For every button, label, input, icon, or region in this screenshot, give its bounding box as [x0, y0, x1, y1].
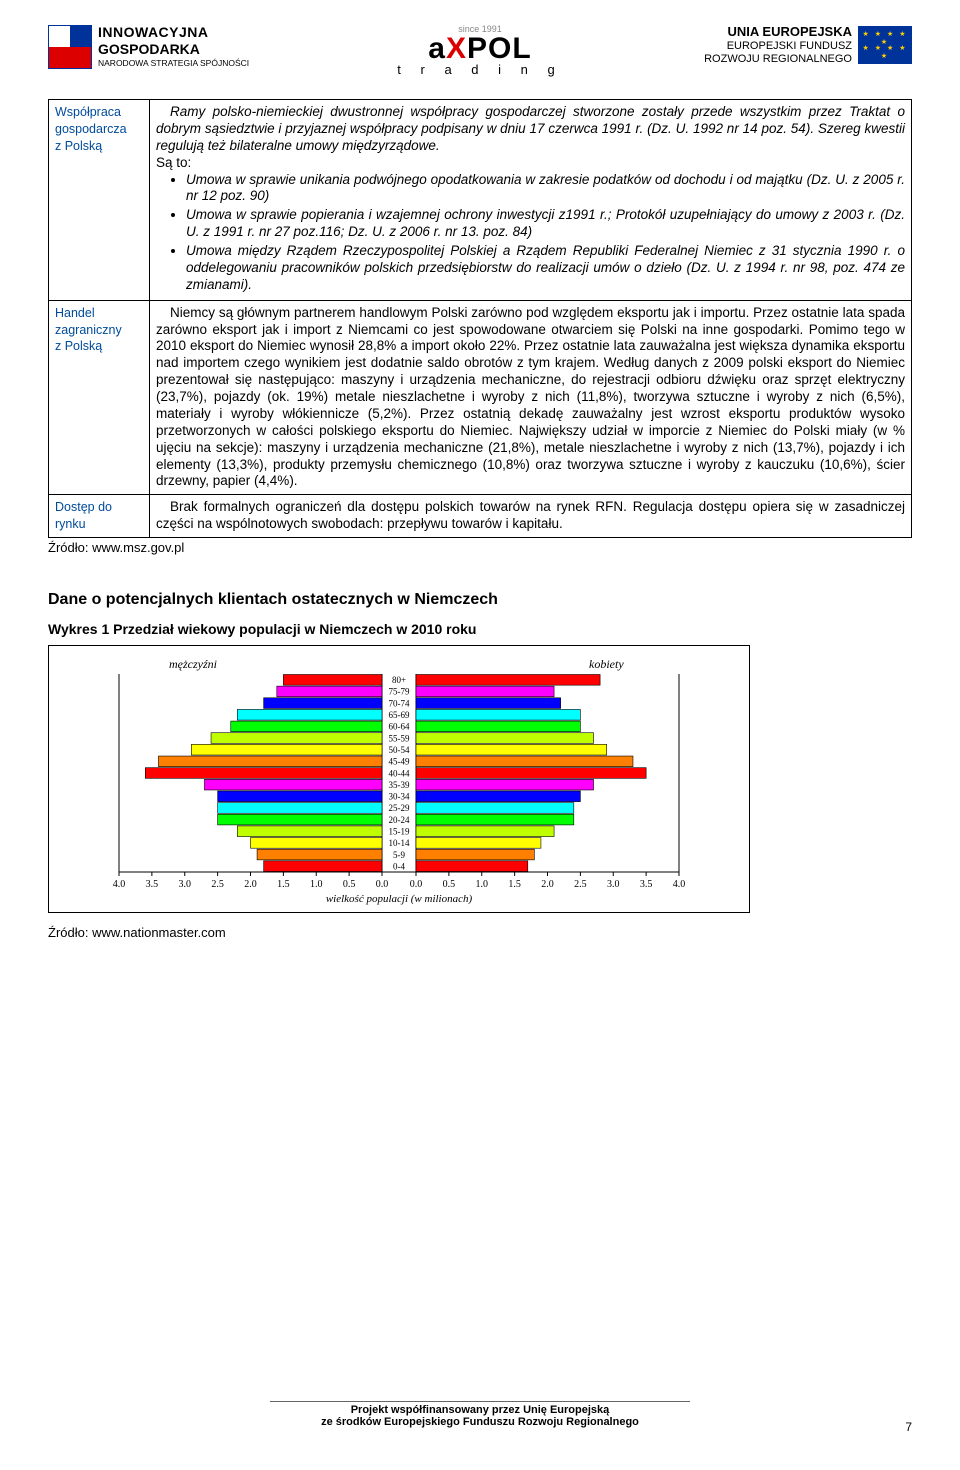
row2-label-l2: zagraniczny [55, 323, 122, 337]
svg-text:65-69: 65-69 [389, 710, 410, 720]
svg-text:2.0: 2.0 [244, 879, 257, 890]
row2-label: Handel zagraniczny z Polską [49, 300, 150, 495]
svg-text:1.0: 1.0 [310, 879, 323, 890]
svg-text:3.5: 3.5 [640, 879, 653, 890]
svg-text:50-54: 50-54 [389, 745, 410, 755]
row1-label-l1: Współpraca [55, 105, 121, 119]
svg-text:0.0: 0.0 [376, 879, 389, 890]
row1-p1: Ramy polsko-niemieckiej dwustronnej wspó… [156, 104, 905, 153]
svg-text:60-64: 60-64 [389, 722, 410, 732]
row1-label: Współpraca gospodarcza z Polską [49, 100, 150, 301]
svg-text:30-34: 30-34 [389, 792, 410, 802]
axpol-x: X [446, 32, 467, 65]
logo-eu: UNIA EUROPEJSKA EUROPEJSKI FUNDUSZ ROZWO… [632, 24, 912, 67]
svg-text:mężczyźni: mężczyźni [169, 657, 217, 671]
svg-text:0-4: 0-4 [393, 861, 405, 871]
svg-text:4.0: 4.0 [113, 879, 126, 890]
eu-flag-icon [858, 26, 912, 64]
row1-b1: Umowa w sprawie unikania podwójnego opod… [186, 172, 905, 206]
svg-text:3.0: 3.0 [179, 879, 192, 890]
axpol-trading: t r a d i n g [397, 62, 562, 77]
chart-caption: Wykres 1 Przedział wiekowy populacji w N… [48, 621, 912, 637]
footer-l1: Projekt współfinansowany przez Unię Euro… [351, 1404, 610, 1416]
svg-text:15-19: 15-19 [389, 826, 410, 836]
svg-text:2.5: 2.5 [211, 879, 224, 890]
row3-label: Dostęp do rynku [49, 495, 150, 538]
header-logos: INNOWACYJNA GOSPODARKA NARODOWA STRATEGI… [48, 24, 912, 77]
svg-text:35-39: 35-39 [389, 780, 410, 790]
svg-text:0.5: 0.5 [343, 879, 356, 890]
logo-left-bold: INNOWACYJNA [98, 24, 209, 40]
logo-left-line2: GOSPODARKA [98, 41, 200, 57]
row1-p2: Są to: [156, 155, 191, 170]
row3-text: Brak formalnych ograniczeń dla dostępu p… [156, 499, 905, 531]
row2-label-l1: Handel [55, 306, 95, 320]
svg-text:5-9: 5-9 [393, 850, 405, 860]
svg-text:80+: 80+ [392, 675, 406, 685]
svg-text:1.0: 1.0 [476, 879, 489, 890]
svg-text:3.0: 3.0 [607, 879, 620, 890]
svg-text:70-74: 70-74 [389, 698, 410, 708]
table-row: Dostęp do rynku Brak formalnych ogranicz… [49, 495, 912, 538]
row1-label-l2: gospodarcza [55, 122, 127, 136]
footer-l2: ze środków Europejskiego Funduszu Rozwoj… [321, 1416, 639, 1428]
row1-b2: Umowa w sprawie popierania i wzajemnej o… [186, 207, 905, 241]
svg-text:75-79: 75-79 [389, 687, 410, 697]
row2-body: Niemcy są głównym partnerem handlowym Po… [150, 300, 912, 495]
row3-label-l2: rynku [55, 517, 86, 531]
row2-label-l3: z Polską [55, 339, 102, 353]
row3-body: Brak formalnych ograniczeń dla dostępu p… [150, 495, 912, 538]
content-table: Współpraca gospodarcza z Polską Ramy pol… [48, 99, 912, 538]
table-row: Handel zagraniczny z Polską Niemcy są gł… [49, 300, 912, 495]
source-1: Źródło: www.msz.gov.pl [48, 540, 912, 555]
row3-label-l1: Dostęp do [55, 500, 112, 514]
svg-text:1.5: 1.5 [277, 879, 290, 890]
row2-text: Niemcy są głównym partnerem handlowym Po… [156, 305, 905, 489]
svg-text:4.0: 4.0 [673, 879, 686, 890]
svg-text:2.0: 2.0 [541, 879, 554, 890]
logo-innowacyjna: INNOWACYJNA GOSPODARKA NARODOWA STRATEGI… [48, 24, 328, 70]
row1-body: Ramy polsko-niemieckiej dwustronnej wspó… [150, 100, 912, 301]
eu-l3: ROZWOJU REGIONALNEGO [704, 53, 852, 65]
svg-text:40-44: 40-44 [389, 768, 410, 778]
svg-text:wielkość populacji (w milionac: wielkość populacji (w milionach) [326, 893, 473, 905]
logo-left-small: NARODOWA STRATEGIA SPÓJNOŚCI [98, 58, 249, 68]
svg-text:kobiety: kobiety [589, 657, 624, 671]
section-heading: Dane o potencjalnych klientach ostateczn… [48, 591, 912, 609]
source-2: Źródło: www.nationmaster.com [48, 925, 912, 940]
row1-label-l3: z Polską [55, 139, 102, 153]
svg-text:10-14: 10-14 [389, 838, 410, 848]
svg-text:25-29: 25-29 [389, 803, 410, 813]
eu-l1: UNIA EUROPEJSKA [728, 24, 852, 39]
page-number: 7 [905, 1420, 912, 1434]
svg-text:45-49: 45-49 [389, 757, 410, 767]
pyramid-svg: mężczyźnikobiety80+75-7970-7465-6960-645… [79, 656, 719, 906]
axpol-pol: POL [467, 32, 532, 65]
row1-b3: Umowa między Rządem Rzeczypospolitej Pol… [186, 243, 905, 294]
eu-l2: EUROPEJSKI FUNDUSZ [727, 40, 852, 52]
axpol-a: a [428, 32, 446, 65]
svg-text:3.5: 3.5 [146, 879, 159, 890]
table-row: Współpraca gospodarcza z Polską Ramy pol… [49, 100, 912, 301]
svg-text:55-59: 55-59 [389, 733, 410, 743]
svg-text:2.5: 2.5 [574, 879, 587, 890]
footer: Projekt współfinansowany przez Unię Euro… [0, 1401, 960, 1428]
logo-axpol: since 1991 aXPOL t r a d i n g [370, 24, 590, 77]
svg-text:1.5: 1.5 [508, 879, 521, 890]
population-pyramid-chart: mężczyźnikobiety80+75-7970-7465-6960-645… [48, 645, 750, 913]
svg-text:0.5: 0.5 [443, 879, 456, 890]
svg-text:0.0: 0.0 [410, 879, 423, 890]
ie-flag-icon [48, 25, 92, 69]
svg-text:20-24: 20-24 [389, 815, 410, 825]
